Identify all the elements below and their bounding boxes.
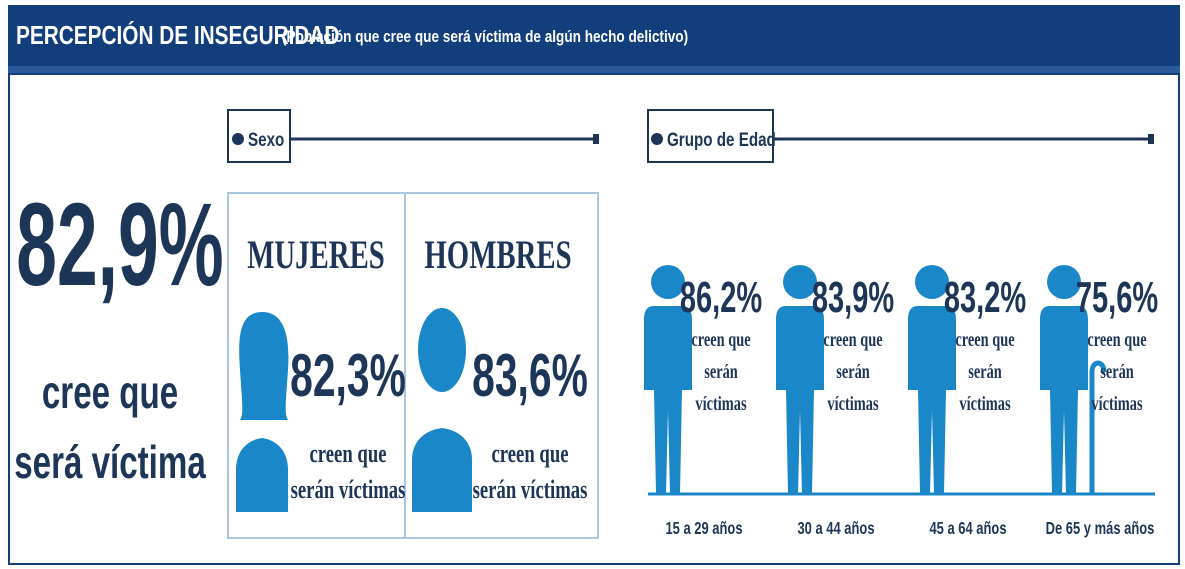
group-label: MUJERES bbox=[247, 232, 385, 277]
person-body bbox=[1040, 306, 1088, 494]
age-value: 83,9% bbox=[812, 272, 894, 322]
overall-caption: será víctima bbox=[14, 438, 206, 488]
rule-end bbox=[1148, 134, 1154, 144]
group-label: HOMBRES bbox=[424, 232, 571, 277]
age-label: 30 a 44 años bbox=[797, 519, 874, 539]
person-head bbox=[651, 265, 685, 299]
age-caption: serán bbox=[1100, 360, 1134, 383]
age-caption: víctimas bbox=[827, 392, 878, 415]
cane bbox=[1089, 360, 1107, 494]
age-caption: víctimas bbox=[1091, 392, 1142, 415]
age-caption: serán bbox=[836, 360, 870, 383]
group-caption: serán víctimas bbox=[291, 475, 406, 504]
age-value: 86,2% bbox=[680, 272, 762, 322]
person-head bbox=[783, 265, 817, 299]
subtitle: (Población que cree que será víctima de … bbox=[282, 28, 688, 47]
woman-icon bbox=[236, 312, 289, 512]
bullet bbox=[651, 133, 663, 145]
age-caption: serán bbox=[968, 360, 1002, 383]
section-tab bbox=[647, 109, 774, 163]
age-caption: víctimas bbox=[959, 392, 1010, 415]
bullet bbox=[232, 133, 244, 145]
age-value: 83,2% bbox=[944, 272, 1026, 322]
person-body bbox=[644, 306, 692, 494]
age-value: 75,6% bbox=[1076, 272, 1158, 322]
group-caption: creen que bbox=[491, 439, 568, 468]
group-caption: serán víctimas bbox=[473, 475, 588, 504]
age-label: De 65 y más años bbox=[1046, 519, 1155, 539]
age-caption: víctimas bbox=[695, 392, 746, 415]
age-caption: creen que bbox=[691, 328, 750, 351]
person-body bbox=[908, 306, 956, 494]
header-band bbox=[8, 5, 1180, 73]
person-body bbox=[776, 306, 824, 494]
person-head bbox=[1047, 265, 1081, 299]
group-value: 83,6% bbox=[472, 342, 588, 409]
age-label: 45 a 64 años bbox=[929, 519, 1006, 539]
age-caption: creen que bbox=[823, 328, 882, 351]
age-caption: creen que bbox=[955, 328, 1014, 351]
section-tab bbox=[227, 109, 291, 163]
rule-end bbox=[593, 134, 599, 144]
man-icon bbox=[412, 308, 472, 512]
age-caption: serán bbox=[704, 360, 738, 383]
title: PERCEPCIÓN DE INSEGURIDAD bbox=[16, 20, 339, 50]
person-head bbox=[915, 265, 949, 299]
section-heading: Sexo bbox=[248, 128, 284, 150]
header-strip bbox=[8, 66, 1180, 73]
section-heading: Grupo de Edad bbox=[667, 128, 776, 150]
group-value: 82,3% bbox=[290, 342, 406, 409]
age-label: 15 a 29 años bbox=[665, 519, 742, 539]
groups: MUJERES 82,3% creen que serán víctimas HOMBR… bbox=[247, 232, 1158, 538]
group-caption: creen que bbox=[309, 439, 386, 468]
overall-value: 82,9% bbox=[16, 178, 223, 310]
overall-caption: cree que bbox=[42, 368, 178, 418]
age-caption: creen que bbox=[1087, 328, 1146, 351]
